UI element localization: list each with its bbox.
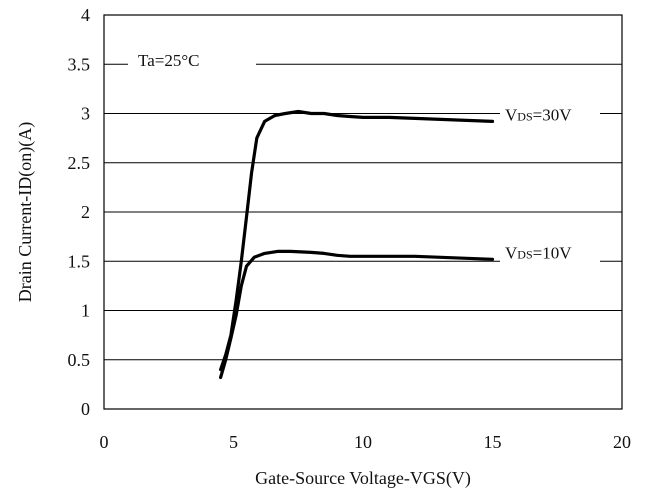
series-label-bg xyxy=(500,241,600,264)
series-label-0: VDS=30V xyxy=(505,105,572,124)
annotations: Ta=25°C xyxy=(128,46,256,74)
y-tick-label: 3.5 xyxy=(68,54,91,74)
y-tick-label: 2.5 xyxy=(68,153,91,173)
series-label-1: VDS=10V xyxy=(505,243,572,262)
x-tick-labels: 0 5 10 15 20 xyxy=(100,432,632,452)
x-tick-label: 5 xyxy=(229,432,238,452)
series-line-1 xyxy=(219,249,495,380)
y-tick-label: 4 xyxy=(81,5,90,25)
y-tick-labels: 0 0.5 1 1.5 2 2.5 3 3.5 4 xyxy=(68,5,91,419)
x-tick-label: 15 xyxy=(484,432,502,452)
temperature-annotation: Ta=25°C xyxy=(138,51,199,70)
series-label-bg xyxy=(500,103,600,126)
y-tick-label: 2 xyxy=(81,202,90,222)
temperature-annotation-bg xyxy=(128,46,256,74)
x-axis-label: Gate-Source Voltage-VGS(V) xyxy=(255,468,471,489)
plot-frame xyxy=(103,14,623,410)
series-line-0 xyxy=(219,109,495,372)
series-layer: VDS=30V VDS=10V xyxy=(219,103,600,380)
y-axis-label: Drain Current-ID(on)(A) xyxy=(15,122,36,302)
y-tick-label: 1 xyxy=(81,301,90,321)
y-tick-label: 0 xyxy=(81,399,90,419)
y-tick-label: 0.5 xyxy=(68,350,91,370)
x-tick-label: 0 xyxy=(100,432,109,452)
x-tick-label: 10 xyxy=(354,432,372,452)
y-tick-label: 3 xyxy=(81,104,90,124)
y-tick-label: 1.5 xyxy=(68,251,91,271)
x-tick-label: 20 xyxy=(613,432,631,452)
